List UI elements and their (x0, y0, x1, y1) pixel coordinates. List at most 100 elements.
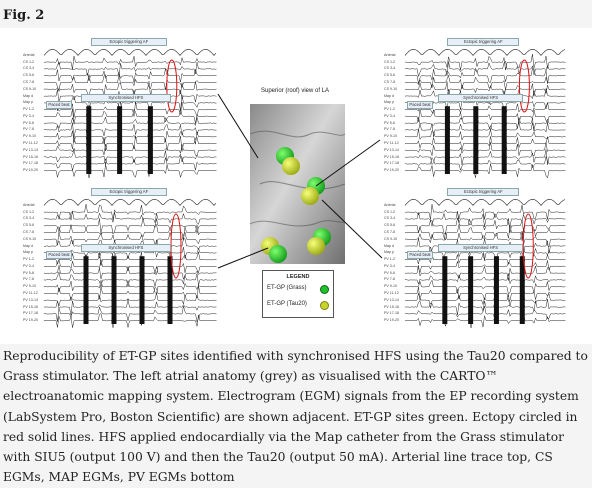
egm-row-label: PV 5-6 (23, 270, 34, 275)
egm-trace (404, 81, 566, 98)
paced-beat-label: Paced beat (46, 100, 72, 109)
egm-row-label: PV 3-4 (384, 113, 395, 118)
egm-trace (404, 313, 566, 328)
egm-trace (43, 305, 217, 323)
hfs-burst (473, 106, 479, 174)
hfs-burst (493, 256, 499, 324)
egm-row-label: Arterial (384, 52, 396, 57)
egm-trace (43, 270, 217, 288)
hfs-burst (519, 256, 525, 324)
egm-trace (43, 224, 217, 241)
egm-trace (404, 142, 566, 159)
egm-row-label: PV 17-18 (384, 161, 399, 166)
hfs-burst (444, 106, 450, 174)
egm-trace (404, 253, 566, 267)
egm-trace (43, 49, 217, 56)
hfs-burst (468, 256, 474, 324)
egm-trace (404, 108, 566, 125)
egm-trace (404, 74, 566, 90)
egm-row-label: PV 1-2 (384, 257, 395, 262)
hfs-burst (83, 256, 89, 324)
egm-row-label: CS 9-10 (384, 236, 398, 241)
egm-row-label: PV 17-18 (23, 161, 38, 166)
egm-trace (43, 122, 217, 139)
ectopy-circle (166, 59, 178, 113)
egm-trace (43, 259, 217, 275)
egm-row-label: CS 3-4 (23, 216, 35, 221)
egm-trace (404, 60, 566, 78)
egm-row-label: CS 7-8 (23, 230, 35, 234)
egm-panel-grass-2: Arterial CS 1-2 CS 3-4 CS 5-6 CS 7-8 CS 9-10 M… (383, 36, 567, 178)
egm-row-label: Map p (23, 100, 33, 105)
egm-trace (404, 299, 566, 316)
egm-row-label: PV 5-6 (384, 120, 395, 125)
egm-trace (43, 313, 217, 328)
egm-trace (43, 108, 217, 125)
egm-row-label: PV 11-12 (384, 291, 399, 295)
egm-trace (43, 155, 217, 171)
egm-row-label: CS 1-2 (384, 59, 396, 64)
egm-trace (404, 217, 566, 235)
figure-label: Fig. 2 (3, 8, 45, 23)
ectopic-triggering-label: Ectopic triggering AF (90, 188, 168, 196)
egm-row-label: PV 13-14 (23, 297, 38, 302)
egm-trace (404, 258, 566, 276)
hfs-burst (86, 106, 92, 174)
egm-row-label: PV 13-14 (384, 147, 399, 152)
et-gp-marker (301, 187, 319, 205)
hfs-burst (139, 256, 145, 324)
egm-trace (43, 81, 217, 99)
synchronised-hfs-label: Synchronised HFS (438, 94, 523, 103)
egm-row-label: Arterial (384, 202, 396, 207)
egm-trace (43, 247, 217, 260)
paced-beat-label: Paced beat (407, 100, 433, 109)
egm-trace (404, 135, 566, 151)
egm-row-label: Map p (384, 100, 394, 105)
egm-traces (404, 199, 566, 328)
la-anatomy (250, 104, 345, 264)
egm-row-label: PV 17-18 (23, 311, 38, 316)
egm-trace (43, 199, 217, 206)
egm-row-label: CS 7-8 (384, 80, 396, 84)
figure-image: Arterial CS 1-2 CS 3-4 CS 5-6 CS 7-8 CS 9-10 M… (0, 28, 592, 344)
egm-row-label: PV 7-8 (23, 127, 34, 132)
egm-row-label: PV 1-2 (23, 107, 34, 112)
egm-row-label: PV 11-12 (23, 291, 38, 295)
egm-row-label: CS 9-10 (384, 86, 398, 91)
egm-row-label: PV 3-4 (23, 263, 34, 268)
egm-row-label: PV 15-16 (23, 154, 38, 159)
legend-item-tau20: ET-GP (Tau20) (267, 301, 329, 310)
egm-row-label: PV 15-16 (384, 304, 399, 309)
legend-title: LEGEND (286, 274, 310, 280)
egm-trace (43, 55, 217, 70)
egm-trace (43, 61, 217, 77)
egm-row-label: PV 9-10 (384, 284, 397, 289)
egm-row-label: PV 9-10 (23, 284, 36, 289)
egm-row-label: PV 3-4 (23, 113, 34, 118)
egm-row-label: PV 19-20 (384, 168, 399, 173)
egm-row-label: PV 7-8 (384, 127, 395, 132)
egm-trace (404, 272, 566, 288)
ectopy-circle (518, 59, 530, 113)
synchronised-hfs-label: Synchronised HFS (80, 94, 171, 103)
ectopy-circle (170, 213, 182, 279)
egm-trace (43, 265, 217, 281)
egm-row-label: Map d (23, 93, 33, 98)
egm-trace (404, 305, 566, 322)
egm-trace (404, 293, 566, 309)
egm-trace (43, 163, 217, 178)
egm-trace (43, 130, 217, 145)
anatomy-title: Superior (roof) view of LA (260, 88, 330, 94)
egm-trace (404, 128, 566, 142)
egm-trace (404, 204, 566, 220)
egm-row-label: PV 19-20 (384, 318, 399, 323)
egm-row-label: CS 5-6 (384, 73, 396, 78)
paced-beat-label: Paced beat (407, 250, 433, 259)
egm-row-label: Map p (23, 250, 33, 255)
legend-item-grass: ET-GP (Grass) (267, 285, 329, 294)
hfs-burst (501, 106, 507, 174)
legend-box: LEGEND ET-GP (Grass) ET-GP (Tau20) (262, 270, 334, 318)
egm-row-label: CS 1-2 (23, 209, 35, 214)
egm-row-label: Arterial (23, 52, 35, 57)
egm-row-label: PV 3-4 (384, 263, 395, 268)
